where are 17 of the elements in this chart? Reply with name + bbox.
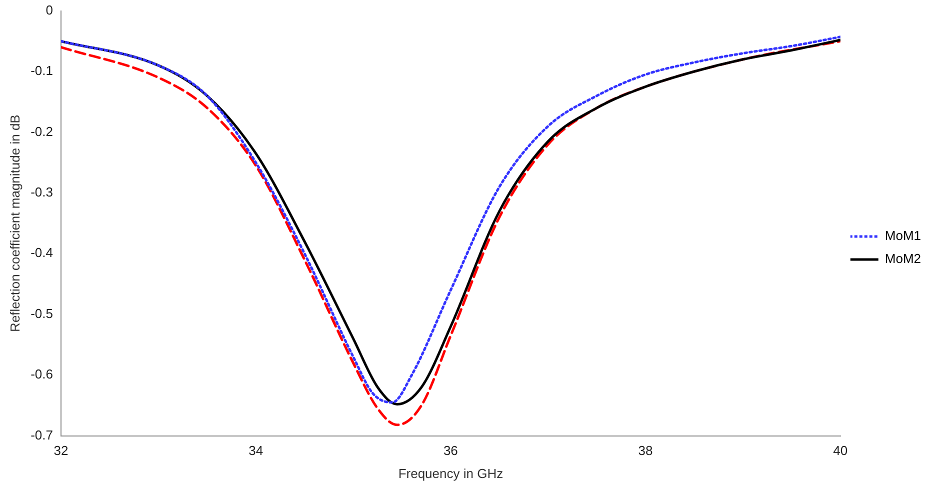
x-tick-label: 40 <box>833 443 848 458</box>
x-tick-label: 36 <box>443 443 458 458</box>
x-tick-label: 38 <box>638 443 653 458</box>
x-tick-label: 32 <box>54 443 68 458</box>
y-tick-label: -0.1 <box>30 63 53 78</box>
y-tick-label: -0.5 <box>30 306 53 321</box>
y-tick-label: 0 <box>46 2 53 18</box>
legend-label: MoM2 <box>884 251 922 266</box>
y-tick-label: -0.7 <box>30 427 53 442</box>
y-tick-label: -0.4 <box>30 245 53 260</box>
y-axis-title: Reflection coefficient magnitude in dB <box>7 114 22 332</box>
x-tick-label: 34 <box>248 443 264 458</box>
x-axis-title: Frequency in GHz <box>398 466 504 481</box>
y-tick-label: -0.3 <box>30 184 53 200</box>
y-tick-label: -0.6 <box>30 366 53 382</box>
y-tick-label: -0.2 <box>30 124 53 139</box>
legend-label: MoM1 <box>884 228 922 244</box>
